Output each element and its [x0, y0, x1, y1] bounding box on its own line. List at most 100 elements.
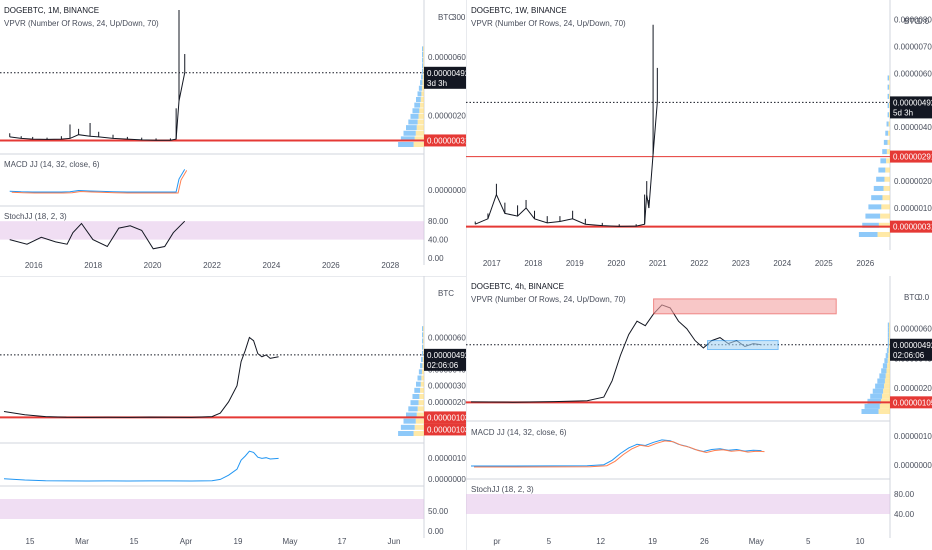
volume-profile-bar: [882, 149, 887, 155]
volume-profile-bar: [420, 80, 423, 86]
support-price-label: 0.00000031: [427, 136, 466, 145]
volume-profile-bar: [884, 358, 888, 364]
volume-profile-bar: [871, 195, 883, 201]
volume-profile-bar: [885, 353, 889, 359]
volume-profile-bar: [883, 185, 890, 191]
chart-panel-1m[interactable]: DOGEBTC, 1M, BINANCE VPVR (Number Of Row…: [0, 0, 466, 276]
volume-profile-bar: [886, 368, 890, 374]
volume-profile-bar: [889, 75, 890, 81]
current-price-tag: [424, 348, 466, 371]
resistance-price-label: 0.00000291: [893, 153, 932, 162]
currency-label: BTC: [438, 13, 454, 22]
volume-profile-bar: [882, 195, 890, 201]
indicator-label: VPVR (Number Of Rows, 24, Up/Down, 70): [471, 295, 626, 304]
chart-panel-1w[interactable]: DOGEBTC, 1W, BINANCE VPVR (Number Of Row…: [466, 0, 932, 276]
macd-fast-line: [9, 169, 186, 193]
volume-profile-bar: [880, 158, 887, 164]
time-tick-label: 19: [648, 537, 657, 546]
countdown-label: 02:06:06: [893, 351, 925, 360]
volume-profile-bar: [877, 232, 890, 237]
current-price-label: 0.00000492: [893, 341, 932, 350]
volume-profile-bar: [421, 74, 423, 80]
top-tick: 0.0: [918, 17, 930, 26]
volume-profile-bar: [877, 378, 885, 384]
support-price-tag: [424, 423, 466, 436]
volume-profile-bar: [419, 108, 424, 114]
chart-panel-4h[interactable]: DOGEBTC, 4h, BINANCE VPVR (Number Of Row…: [466, 276, 932, 550]
volume-profile-bar: [879, 403, 890, 409]
macd-pane: [3, 450, 279, 482]
volume-profile-bar: [419, 394, 424, 399]
volume-profile-bar: [421, 357, 423, 362]
volume-profile-bar: [417, 375, 422, 381]
volume-profile-bar: [422, 363, 424, 369]
current-price-tag: [424, 66, 466, 89]
volume-profile-bar: [888, 130, 890, 136]
stoch-tick-label: 0.00: [428, 527, 444, 536]
volume-profile-bar: [887, 75, 890, 81]
volume-profile-bar: [889, 342, 890, 348]
volume-profile-bar: [398, 431, 414, 436]
volume-profile-bar: [423, 332, 424, 338]
volume-profile-bar: [403, 418, 416, 424]
time-tick-label: 5: [547, 537, 552, 546]
chart-panel-daily[interactable]: BTC0.000006000.000004000.000003000.00000…: [0, 276, 466, 550]
stoch-band: [0, 221, 424, 240]
volume-profile-bar: [886, 158, 890, 164]
time-tick-label: 5: [806, 537, 811, 546]
volume-profile-bar: [889, 84, 890, 90]
volume-profile-bar: [878, 409, 890, 414]
volume-profile-bar: [422, 80, 424, 86]
volume-profile-bar: [865, 213, 881, 219]
stoch-band: [0, 499, 424, 519]
price-series-line: [3, 336, 279, 418]
volume-profile-bar: [423, 63, 424, 69]
top-tick: 0.0: [918, 293, 930, 302]
volume-profile-bar: [886, 149, 890, 155]
volume-profile-bar: [884, 378, 890, 384]
volume-profile-bar: [414, 387, 421, 393]
volume-profile-bar: [889, 332, 890, 338]
time-tick-label: 2026: [322, 261, 340, 270]
volume-profile-bar: [412, 108, 420, 114]
volume-profile-bar: [423, 46, 424, 52]
volume-profile-bar: [864, 403, 880, 409]
macd-pane: [471, 439, 765, 468]
countdown-label: 3d 3h: [427, 79, 447, 88]
volume-profile-bar: [421, 85, 424, 91]
volume-profile-bar: [418, 113, 424, 119]
volume-profile-bar: [881, 204, 890, 210]
price-pane: BTC0.000006000.000004000.000003000.00000…: [0, 289, 466, 436]
volume-profile-bar: [868, 204, 882, 210]
time-tick-label: 12: [596, 537, 605, 546]
volume-profile-bar: [415, 130, 424, 136]
volume-profile-bar: [422, 332, 424, 338]
time-tick-label: 2020: [144, 261, 162, 270]
volume-profile-bar: [418, 369, 422, 375]
time-tick-label: 17: [338, 537, 347, 546]
stoch-tick-label: 40.00: [428, 236, 449, 245]
volume-profile-bar: [408, 119, 418, 125]
volume-profile-bar: [887, 337, 890, 343]
current-price-label: 0.00000492: [893, 98, 932, 107]
volume-profile-bar: [883, 139, 888, 145]
volume-profile-bar: [403, 130, 416, 136]
time-axis: 2017 2018 2019 2020 2021 2022 2023 2024 2025 2026: [483, 259, 875, 268]
volume-profile-bar: [884, 383, 890, 389]
currency-label: BTC: [438, 289, 454, 298]
volume-profile-bar: [887, 103, 890, 109]
volume-profile-bar: [887, 84, 890, 90]
volume-profile-bar: [420, 363, 423, 369]
macd-fast-line: [471, 439, 762, 467]
currency-label: BTC: [904, 293, 920, 302]
volume-profile-bar: [398, 142, 414, 147]
time-tick-label: pr: [493, 537, 500, 546]
